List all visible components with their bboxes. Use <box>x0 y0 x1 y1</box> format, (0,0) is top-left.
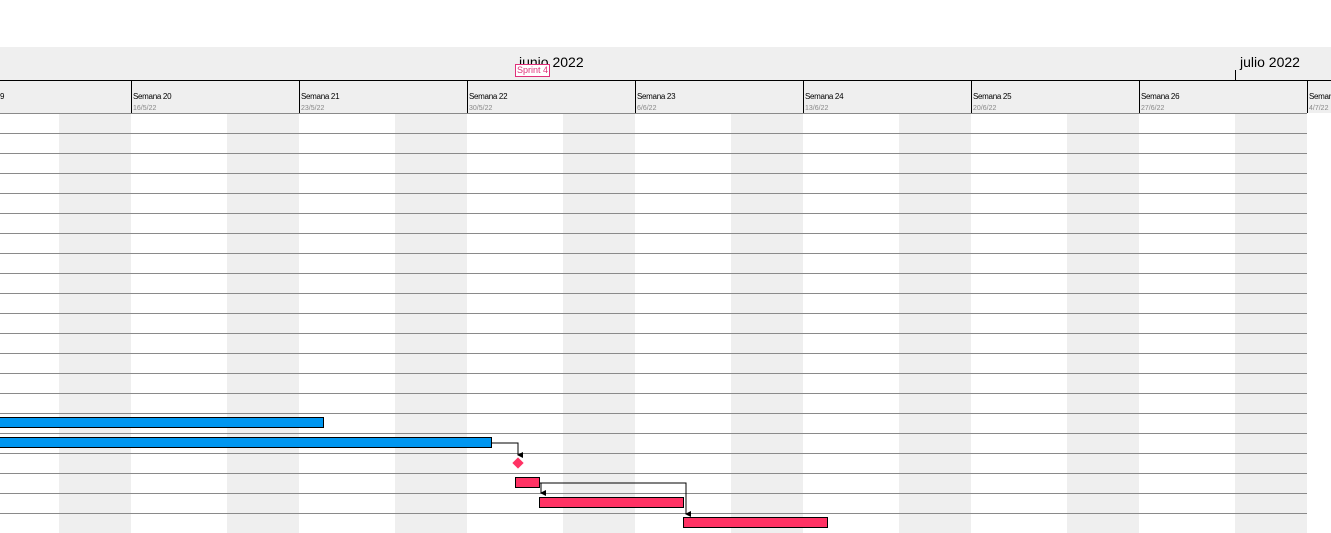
row-divider <box>0 133 1307 134</box>
month-divider <box>0 80 1331 81</box>
row-divider <box>0 373 1307 374</box>
week-separator <box>299 81 300 113</box>
row-divider <box>0 193 1307 194</box>
weekend-column <box>1235 113 1307 533</box>
row-divider <box>0 173 1307 174</box>
task-bar[interactable] <box>539 497 684 508</box>
sprint-marker[interactable]: Sprint 4 <box>515 64 551 77</box>
week-date: 30/5/22 <box>469 105 493 112</box>
week-date: 6/6/22 <box>637 105 657 112</box>
task-bar[interactable] <box>683 517 828 528</box>
row-divider <box>0 433 1307 434</box>
week-label: Semana 22 <box>469 92 508 101</box>
row-divider <box>0 333 1307 334</box>
week-separator <box>131 81 132 113</box>
week-header <box>0 81 1331 113</box>
week-label: Semana 26 <box>1141 92 1180 101</box>
row-divider <box>0 473 1307 474</box>
row-divider <box>0 113 1307 114</box>
week-separator <box>971 81 972 113</box>
week-date: 20/6/22 <box>973 105 997 112</box>
week-separator <box>635 81 636 113</box>
row-divider <box>0 353 1307 354</box>
row-divider <box>0 493 1307 494</box>
month-header <box>0 47 1331 80</box>
weekend-column <box>59 113 131 533</box>
week-separator <box>1139 81 1140 113</box>
row-divider <box>0 253 1307 254</box>
weekend-column <box>1067 113 1139 533</box>
week-separator <box>803 81 804 113</box>
week-label: Semana 21 <box>301 92 340 101</box>
row-divider <box>0 513 1307 514</box>
dependency-link <box>491 442 523 458</box>
dependency-link <box>540 482 691 517</box>
week-date: 23/5/22 <box>301 105 325 112</box>
week-date: 27/6/22 <box>1141 105 1165 112</box>
row-divider <box>0 453 1307 454</box>
task-bar[interactable] <box>515 477 540 488</box>
dependency-link <box>540 482 546 496</box>
week-label: Semana 25 <box>973 92 1012 101</box>
weekend-column <box>395 113 467 533</box>
week-label: Semana 23 <box>637 92 676 101</box>
week-separator <box>467 81 468 113</box>
month-label-july: julio 2022 <box>1240 54 1300 70</box>
row-divider <box>0 213 1307 214</box>
weekend-column <box>899 113 971 533</box>
weekend-column <box>731 113 803 533</box>
week-separator <box>1307 81 1308 113</box>
week-label: 9 <box>0 92 5 101</box>
week-label: Semana 24 <box>805 92 844 101</box>
weekend-column <box>563 113 635 533</box>
week-date: 16/5/22 <box>133 105 157 112</box>
row-divider <box>0 153 1307 154</box>
week-label: Semana 20 <box>133 92 172 101</box>
task-bar[interactable] <box>0 417 324 428</box>
week-label: Semana <box>1309 92 1331 101</box>
week-date: 13/6/22 <box>805 105 829 112</box>
row-divider <box>0 413 1307 414</box>
weekend-column <box>227 113 299 533</box>
row-divider <box>0 393 1307 394</box>
row-divider <box>0 273 1307 274</box>
row-divider <box>0 293 1307 294</box>
row-divider <box>0 233 1307 234</box>
month-boundary-tick <box>1235 70 1236 80</box>
row-divider <box>0 313 1307 314</box>
task-bar[interactable] <box>0 437 492 448</box>
week-date: 4/7/22 <box>1309 105 1329 112</box>
